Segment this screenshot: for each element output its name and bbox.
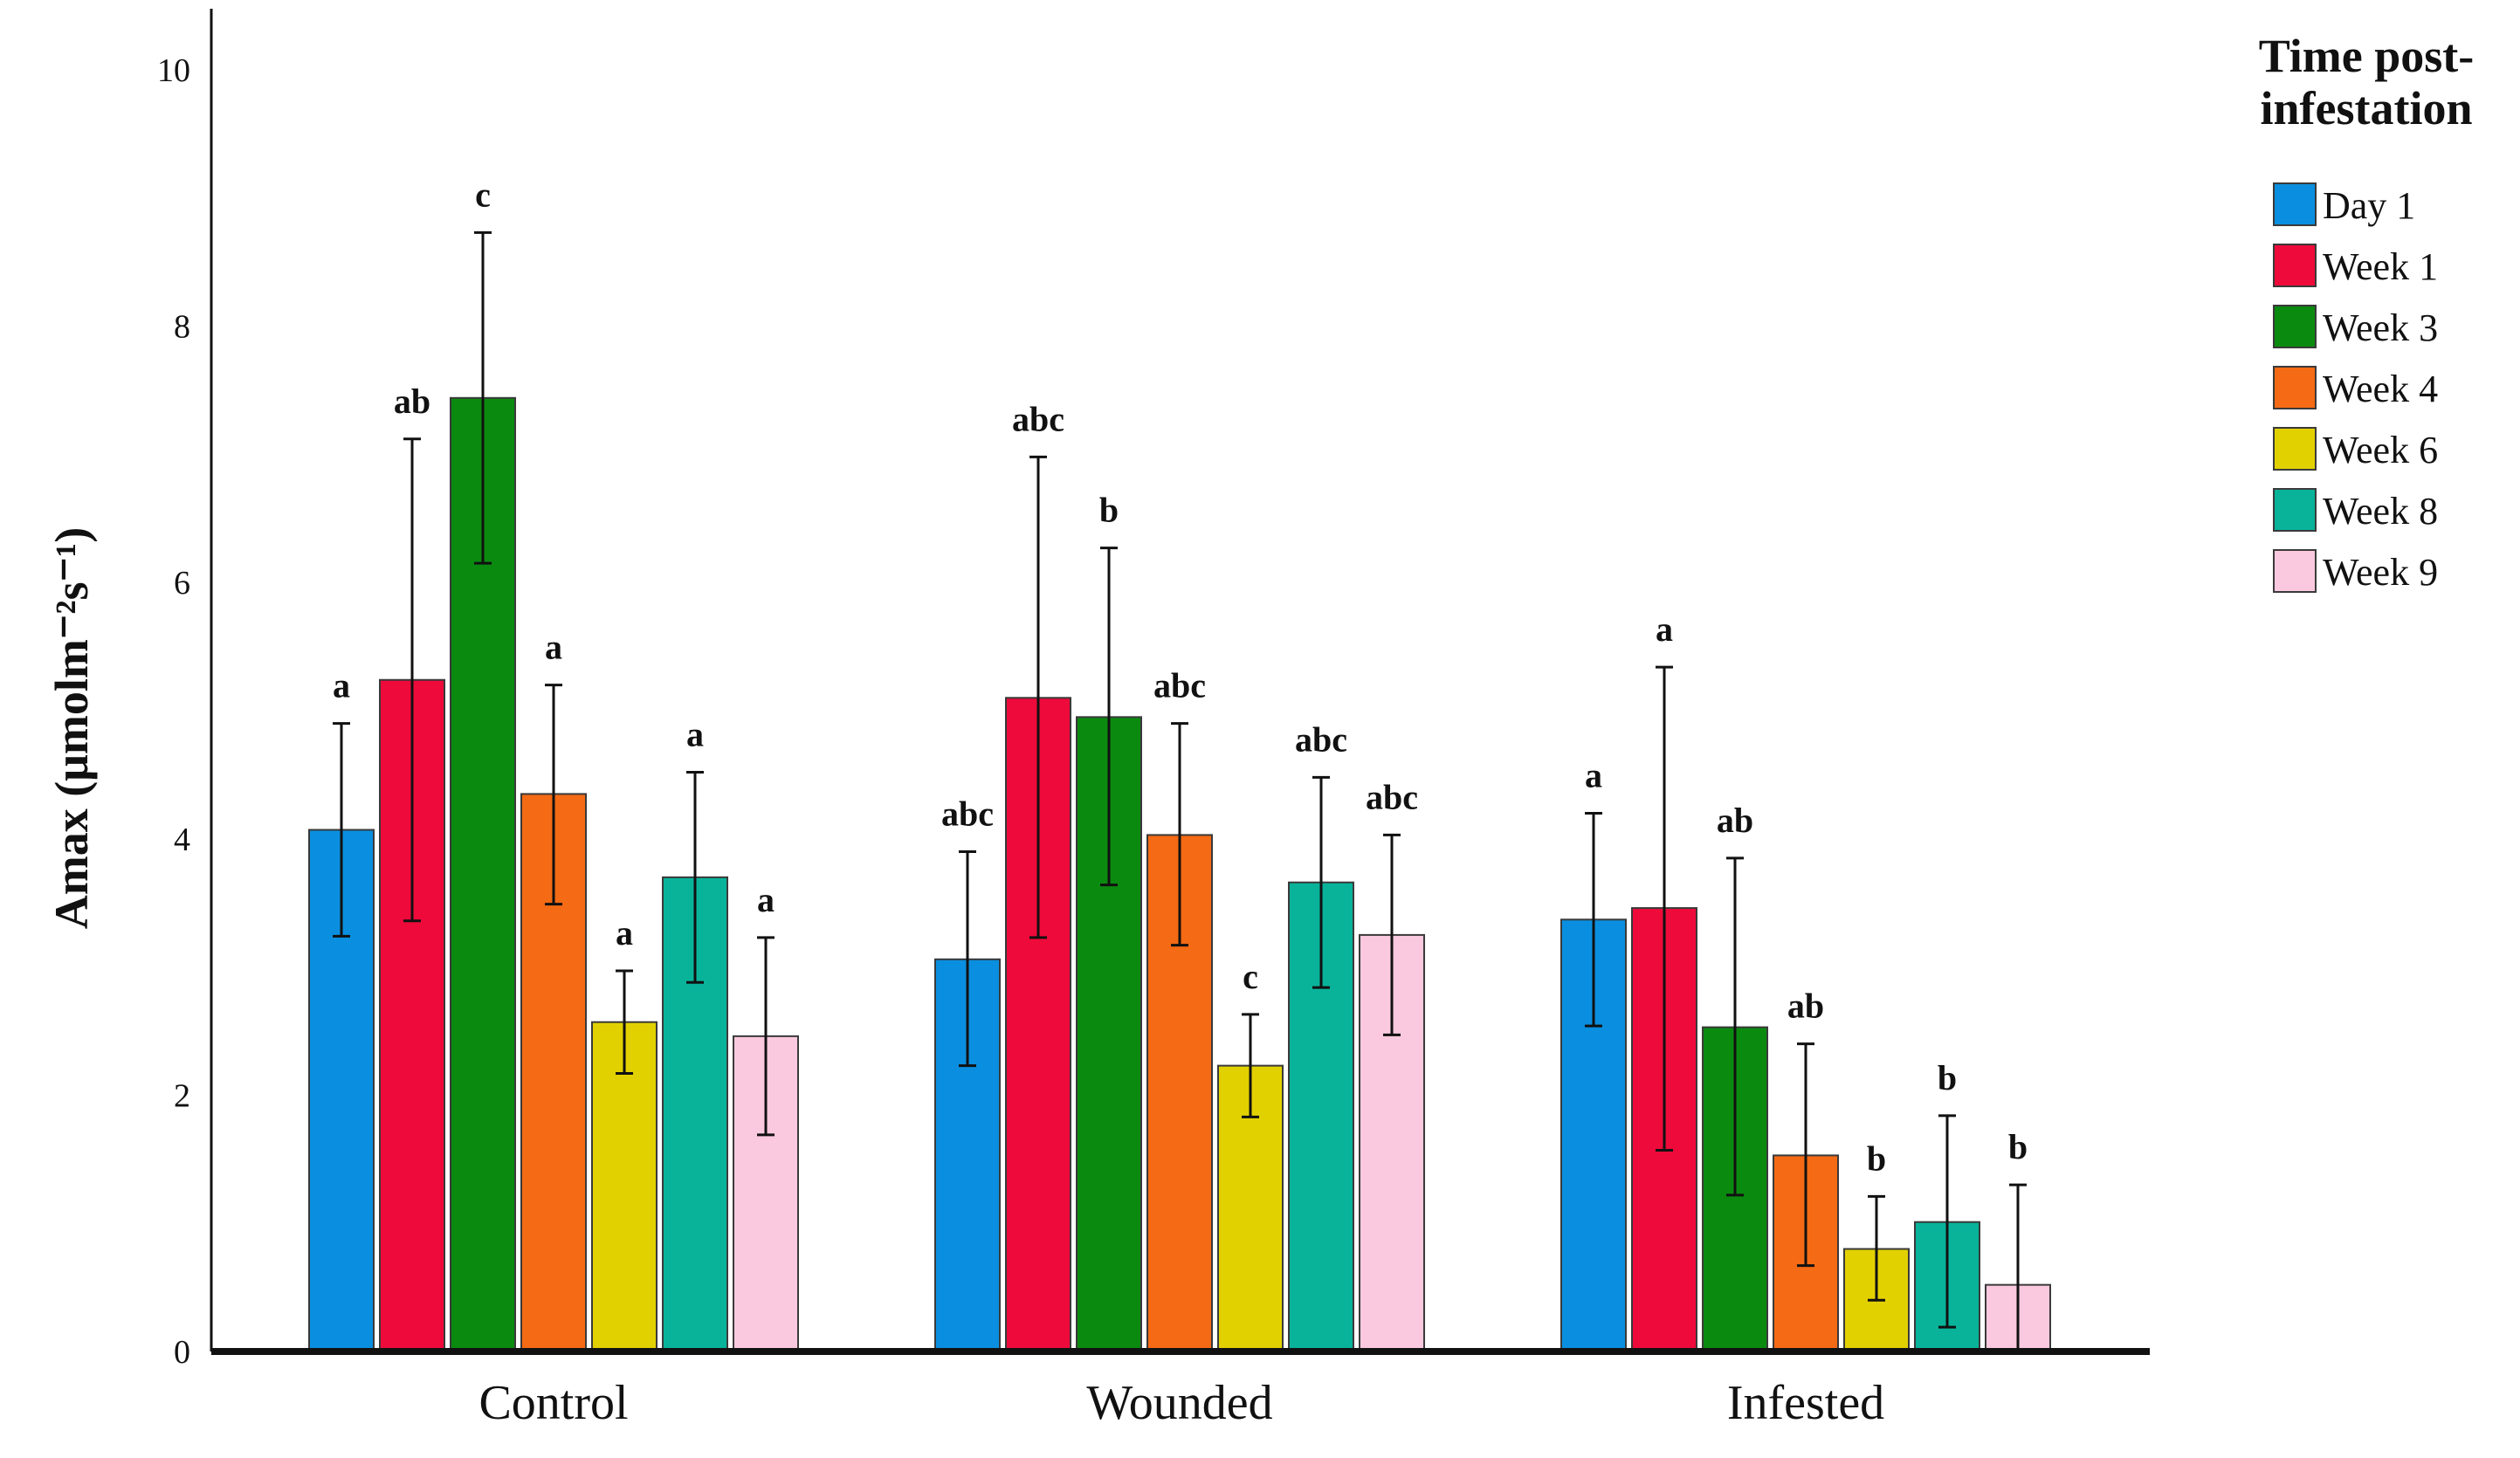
error-bar-infested-week-6 bbox=[1868, 1194, 1885, 1302]
legend-swatch-week-6 bbox=[2273, 427, 2317, 471]
y-tick-label-10: 10 bbox=[157, 52, 190, 89]
legend-title-line-1: Time post- bbox=[2259, 30, 2475, 82]
axes-layer: 0 2 4 6 8 10 Control Wounded Infested Amax (μmolm… bbox=[45, 9, 2150, 1430]
sig-letter-infested-week-8: b bbox=[1938, 1058, 1957, 1097]
y-tick-label-0: 0 bbox=[174, 1334, 190, 1371]
sig-letter-control-day-1: a bbox=[333, 666, 350, 705]
y-tick-label-8: 8 bbox=[174, 309, 190, 346]
sig-letter-wounded-week-1: abc bbox=[1012, 399, 1064, 438]
legend-swatch-week-9 bbox=[2273, 549, 2317, 593]
sig-letter-infested-week-1: a bbox=[1656, 609, 1673, 649]
error-bar-control-week-8 bbox=[686, 770, 704, 984]
legend-swatch-week-1 bbox=[2273, 244, 2317, 287]
sig-letter-wounded-week-6: c bbox=[1243, 957, 1258, 996]
sig-letter-control-week-9: a bbox=[757, 880, 775, 919]
error-bar-control-week-1 bbox=[403, 437, 421, 923]
error-bars-layer bbox=[333, 230, 2027, 1351]
sig-letter-control-week-1: ab bbox=[394, 382, 430, 421]
error-bar-infested-week-9 bbox=[2009, 1183, 2027, 1351]
sig-letter-control-week-8: a bbox=[686, 714, 704, 753]
legend-label-week-4: Week 4 bbox=[2323, 368, 2438, 410]
legend-label-week-3: Week 3 bbox=[2323, 306, 2438, 349]
legend-label-day-1: Day 1 bbox=[2323, 184, 2415, 227]
error-bar-wounded-week-8 bbox=[1312, 775, 1330, 989]
legend: Time post-infestation Day 1 Week 1 Week 3 We… bbox=[2259, 30, 2475, 594]
error-bar-control-day-1 bbox=[333, 722, 350, 938]
legend-item-day-1: Day 1 bbox=[2273, 182, 2415, 227]
y-axis-label: Amax (μmolm⁻²s⁻¹) bbox=[45, 527, 98, 929]
x-category-label-wounded: Wounded bbox=[1086, 1376, 1272, 1430]
error-bar-control-week-4 bbox=[545, 684, 562, 906]
error-bar-infested-day-1 bbox=[1585, 811, 1602, 1028]
error-bar-infested-week-4 bbox=[1797, 1042, 1814, 1268]
legend-label-week-8: Week 8 bbox=[2323, 490, 2438, 533]
error-bar-control-week-9 bbox=[757, 936, 775, 1137]
legend-label-week-6: Week 6 bbox=[2323, 429, 2438, 471]
legend-item-week-8: Week 8 bbox=[2273, 488, 2438, 533]
sig-letter-infested-week-9: b bbox=[2008, 1127, 2028, 1166]
sig-letter-control-week-4: a bbox=[545, 628, 562, 667]
y-tick-label-6: 6 bbox=[174, 565, 190, 602]
sig-letter-infested-week-3: ab bbox=[1717, 801, 1753, 840]
error-bar-control-week-3 bbox=[474, 230, 492, 565]
error-bar-control-week-6 bbox=[616, 969, 633, 1075]
sig-letter-wounded-week-3: b bbox=[1099, 491, 1119, 530]
sig-letter-control-week-3: c bbox=[475, 175, 491, 214]
x-category-label-control: Control bbox=[479, 1376, 628, 1430]
sig-letter-wounded-day-1: abc bbox=[941, 794, 994, 833]
error-bar-wounded-week-4 bbox=[1171, 722, 1188, 947]
sig-letter-control-week-6: a bbox=[616, 913, 633, 953]
sig-letter-wounded-week-9: abc bbox=[1366, 777, 1418, 816]
legend-label-week-9: Week 9 bbox=[2323, 551, 2438, 594]
error-bar-wounded-week-9 bbox=[1383, 833, 1401, 1036]
legend-item-week-3: Week 3 bbox=[2273, 305, 2438, 349]
error-bar-infested-week-1 bbox=[1656, 665, 1673, 1152]
y-tick-label-4: 4 bbox=[174, 822, 190, 858]
sig-letter-infested-week-4: ab bbox=[1787, 987, 1824, 1026]
error-bar-wounded-week-6 bbox=[1242, 1013, 1259, 1118]
legend-swatch-day-1 bbox=[2273, 182, 2317, 226]
error-bar-wounded-week-3 bbox=[1100, 547, 1118, 887]
error-bar-wounded-week-1 bbox=[1029, 455, 1047, 939]
legend-swatch-week-8 bbox=[2273, 488, 2317, 532]
legend-item-week-6: Week 6 bbox=[2273, 427, 2438, 471]
significance-letters-layer: a abc a ab abc a c b ab a abc ab a c b a abc b a abc b bbox=[333, 175, 2028, 1178]
error-bar-wounded-day-1 bbox=[959, 849, 976, 1068]
legend-item-week-4: Week 4 bbox=[2273, 366, 2438, 410]
error-bar-infested-week-3 bbox=[1726, 856, 1744, 1197]
sig-letter-infested-day-1: a bbox=[1585, 755, 1602, 794]
sig-letter-wounded-week-4: abc bbox=[1153, 666, 1206, 705]
legend-title-line-2: infestation bbox=[2261, 82, 2473, 134]
legend-item-week-9: Week 9 bbox=[2273, 549, 2438, 594]
legend-swatch-week-3 bbox=[2273, 305, 2317, 348]
y-tick-label-2: 2 bbox=[174, 1077, 190, 1114]
error-bar-infested-week-8 bbox=[1938, 1114, 1956, 1329]
x-category-label-infested: Infested bbox=[1727, 1376, 1884, 1430]
legend-item-week-1: Week 1 bbox=[2273, 244, 2438, 288]
sig-letter-wounded-week-8: abc bbox=[1295, 719, 1347, 759]
sig-letter-infested-week-6: b bbox=[1867, 1138, 1886, 1178]
legend-swatch-week-4 bbox=[2273, 366, 2317, 409]
legend-label-week-1: Week 1 bbox=[2323, 245, 2438, 288]
bar-wounded-week-8 bbox=[1288, 881, 1354, 1352]
